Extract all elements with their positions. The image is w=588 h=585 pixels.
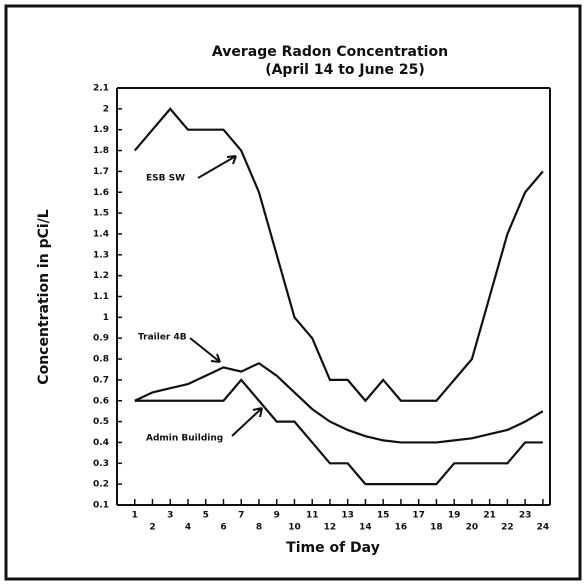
y-tick-label: 1.2: [93, 271, 109, 281]
y-tick-label: 0.7: [93, 375, 109, 385]
x-tick-label: 3: [167, 511, 173, 521]
x-tick-label: 16: [395, 523, 408, 533]
y-axis-title: Concentration in pCi/L: [36, 209, 52, 384]
x-tick-label: 1: [132, 511, 138, 521]
x-tick-label: 11: [306, 511, 319, 521]
series-line: [133, 107, 544, 403]
series-label: Admin Building: [146, 434, 223, 444]
y-tick-label: 0.6: [93, 396, 109, 406]
x-tick-label: 19: [448, 511, 461, 521]
x-tick-label: 17: [412, 511, 425, 521]
y-tick-label: 0.4: [93, 438, 109, 448]
y-tick-label: 0.9: [93, 334, 109, 344]
frame: [4, 4, 582, 581]
arrow: [197, 155, 237, 179]
arrow: [231, 407, 263, 437]
x-tick-label: 23: [519, 511, 532, 521]
series-label: Trailer 4B: [138, 333, 187, 343]
x-axis-title: Time of Day: [286, 540, 380, 556]
x-tick-label: 14: [359, 523, 372, 533]
x-tick-label: 8: [256, 523, 262, 533]
y-tick-label: 1.1: [93, 292, 109, 302]
y-tick-label: 1: [103, 313, 109, 323]
arrow: [189, 337, 221, 363]
x-tick-label: 13: [341, 511, 354, 521]
chart-subtitle: (April 14 to June 25): [265, 62, 425, 78]
x-tick-label: 15: [377, 511, 390, 521]
x-tick-label: 5: [203, 511, 209, 521]
y-tick-label: 0.1: [93, 501, 109, 511]
x-tick-label: 18: [430, 523, 443, 533]
y-tick-label: 1.5: [93, 209, 109, 219]
series-line: [134, 378, 543, 486]
x-tick-label: 7: [238, 511, 244, 521]
x-tick-label: 2: [149, 523, 155, 533]
y-tick-label: 1.9: [93, 125, 109, 135]
y-tick-label: 2: [103, 104, 109, 114]
chart-title: Average Radon Concentration: [212, 44, 448, 60]
y-tick-label: 0.8: [93, 355, 109, 365]
x-tick-label: 10: [288, 523, 301, 533]
arrows: [189, 155, 263, 437]
x-tick-label: 22: [501, 523, 514, 533]
x-tick-label: 4: [185, 523, 191, 533]
x-tick-label: 20: [466, 523, 479, 533]
y-tick-label: 1.3: [93, 250, 109, 260]
y-tick-label: 0.3: [93, 459, 109, 469]
y-tick-label: 1.8: [93, 146, 109, 156]
series-line: [134, 361, 544, 444]
x-tick-label: 6: [220, 523, 226, 533]
x-tick-label: 21: [483, 511, 496, 521]
y-tick-label: 1.7: [93, 167, 109, 177]
y-tick-label: 0.2: [93, 480, 109, 490]
y-tick-label: 1.6: [93, 188, 109, 198]
y-tick-label: 1.4: [93, 229, 109, 239]
series-label: ESB SW: [146, 174, 185, 184]
x-tick-label: 9: [274, 511, 280, 521]
y-tick-label: 2.1: [93, 84, 109, 94]
x-tick-label: 24: [537, 523, 550, 533]
y-tick-label: 0.5: [93, 417, 109, 427]
x-tick-label: 12: [324, 523, 337, 533]
